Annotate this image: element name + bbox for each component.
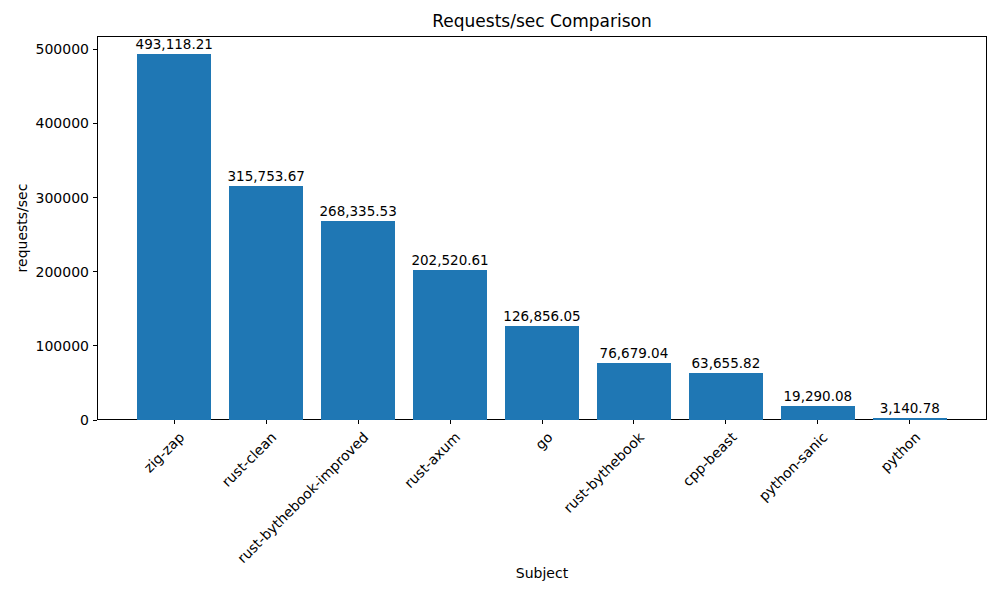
x-tick-label-python-sanic: python-sanic [756,429,831,504]
y-tick-label: 0 [80,412,89,428]
bar-value-label: 315,753.67 [228,168,305,184]
x-tick-mark [909,420,910,424]
x-tick-label-cpp-beast: cpp-beast [679,429,739,489]
bar-chart-figure: Requests/sec Comparison requests/sec 493… [0,0,1000,600]
y-axis-label: requests/sec [14,184,30,273]
bar-zig-zap [137,54,211,420]
bar-value-label: 493,118.21 [136,36,213,52]
x-tick-mark [725,420,726,424]
bar-cpp-beast [689,373,763,420]
x-tick-label-rust-bythebook: rust-bythebook [560,429,647,516]
bar-value-label: 19,290.08 [783,388,852,404]
y-tick-label: 400000 [36,115,89,131]
bar-value-label: 202,520.61 [411,252,488,268]
y-tick-mark [93,271,97,272]
y-tick-mark [93,420,97,421]
x-tick-mark [174,420,175,424]
y-tick-label: 100000 [36,338,89,354]
y-tick-label: 300000 [36,190,89,206]
bar-go [505,326,579,420]
bar-rust-clean [229,186,303,420]
bar-rust-axum [413,270,487,420]
x-tick-mark [266,420,267,424]
x-tick-label-python: python [877,429,923,475]
bar-value-label: 3,140.78 [880,400,940,416]
x-tick-label-rust-axum: rust-axum [401,429,463,491]
bar-value-label: 268,335.53 [319,203,396,219]
y-tick-mark [93,345,97,346]
chart-title: Requests/sec Comparison [97,11,987,31]
bar-rust-bythebook [597,363,671,420]
y-tick-label: 500000 [36,41,89,57]
bar-value-label: 63,655.82 [692,355,761,371]
x-tick-mark [817,420,818,424]
x-tick-mark [450,420,451,424]
x-tick-mark [633,420,634,424]
bar-value-label: 126,856.05 [503,308,580,324]
x-tick-label-go: go [532,429,556,453]
x-axis-label: Subject [97,565,987,581]
bar-python-sanic [781,406,855,420]
x-tick-mark [358,420,359,424]
bar-rust-bythebook-improved [321,221,395,420]
y-tick-mark [93,49,97,50]
x-tick-mark [542,420,543,424]
y-tick-mark [93,197,97,198]
x-tick-label-zig-zap: zig-zap [141,429,188,476]
x-tick-label-rust-clean: rust-clean [219,429,280,490]
y-tick-label: 200000 [36,264,89,280]
bar-value-label: 76,679.04 [600,345,669,361]
y-tick-mark [93,123,97,124]
